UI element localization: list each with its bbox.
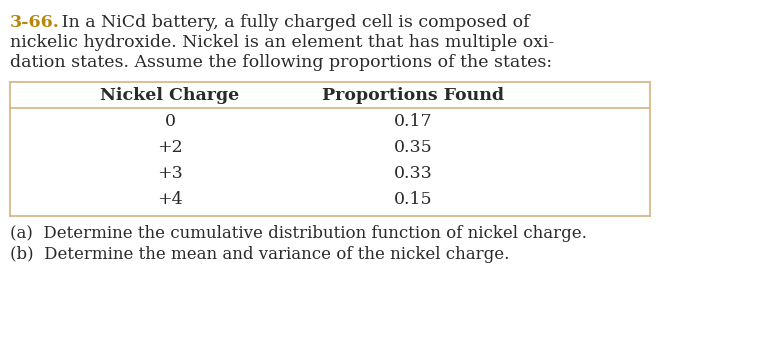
Text: 0: 0 <box>165 113 176 130</box>
Text: 0.17: 0.17 <box>394 113 433 130</box>
Text: 0.33: 0.33 <box>394 165 433 181</box>
Text: +2: +2 <box>157 139 183 155</box>
Text: 0.35: 0.35 <box>394 139 433 155</box>
Text: (b)  Determine the mean and variance of the nickel charge.: (b) Determine the mean and variance of t… <box>10 246 509 263</box>
Text: In a NiCd battery, a fully charged cell is composed of: In a NiCd battery, a fully charged cell … <box>56 14 530 31</box>
Text: (a)  Determine the cumulative distribution function of nickel charge.: (a) Determine the cumulative distributio… <box>10 225 587 242</box>
Text: +3: +3 <box>157 165 183 181</box>
Text: Proportions Found: Proportions Found <box>323 86 505 104</box>
Text: dation states. Assume the following proportions of the states:: dation states. Assume the following prop… <box>10 54 552 71</box>
Text: nickelic hydroxide. Nickel is an element that has multiple oxi-: nickelic hydroxide. Nickel is an element… <box>10 34 555 51</box>
Text: 0.15: 0.15 <box>394 191 433 207</box>
Text: Nickel Charge: Nickel Charge <box>101 86 240 104</box>
Text: +4: +4 <box>157 191 183 207</box>
Text: 3-66.: 3-66. <box>10 14 60 31</box>
